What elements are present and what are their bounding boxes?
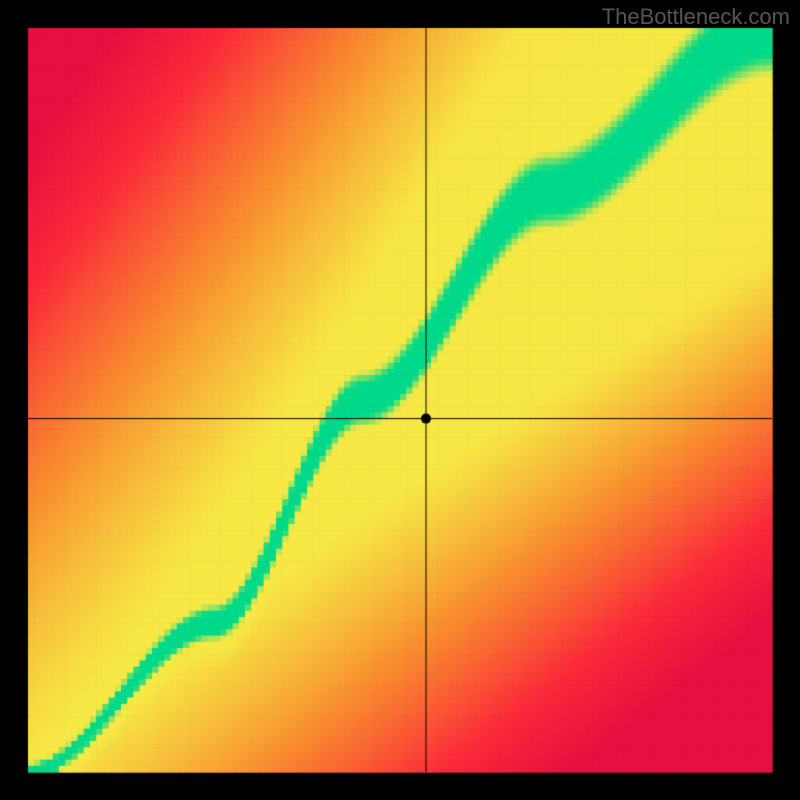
watermark-text: TheBottleneck.com — [602, 4, 790, 30]
bottleneck-heatmap — [0, 0, 800, 800]
